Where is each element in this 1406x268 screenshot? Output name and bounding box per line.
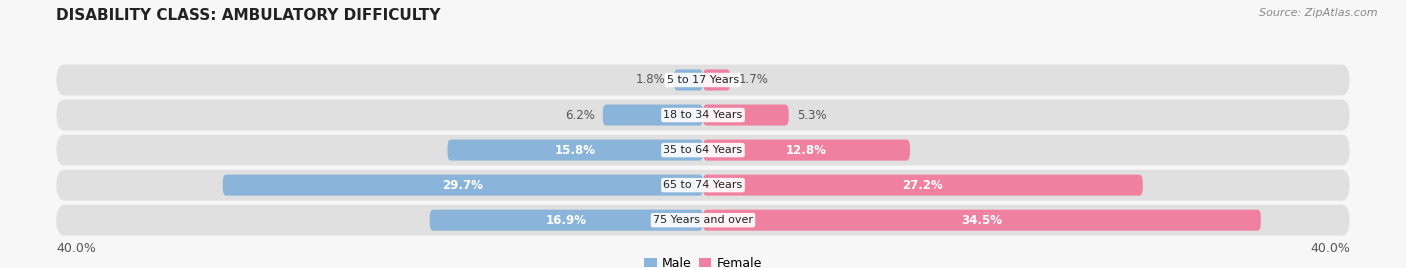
FancyBboxPatch shape <box>703 69 731 91</box>
Text: 40.0%: 40.0% <box>56 241 96 255</box>
Text: 35 to 64 Years: 35 to 64 Years <box>664 145 742 155</box>
FancyBboxPatch shape <box>56 100 1350 131</box>
Text: DISABILITY CLASS: AMBULATORY DIFFICULTY: DISABILITY CLASS: AMBULATORY DIFFICULTY <box>56 8 440 23</box>
FancyBboxPatch shape <box>703 210 1261 231</box>
Text: 18 to 34 Years: 18 to 34 Years <box>664 110 742 120</box>
Text: 1.8%: 1.8% <box>636 73 666 87</box>
FancyBboxPatch shape <box>56 135 1350 166</box>
FancyBboxPatch shape <box>703 175 1143 196</box>
FancyBboxPatch shape <box>430 210 703 231</box>
FancyBboxPatch shape <box>56 65 1350 95</box>
Text: 27.2%: 27.2% <box>903 179 943 192</box>
Text: 1.7%: 1.7% <box>738 73 769 87</box>
FancyBboxPatch shape <box>447 140 703 161</box>
FancyBboxPatch shape <box>673 69 703 91</box>
Text: 65 to 74 Years: 65 to 74 Years <box>664 180 742 190</box>
Legend: Male, Female: Male, Female <box>640 252 766 268</box>
Text: 75 Years and over: 75 Years and over <box>652 215 754 225</box>
FancyBboxPatch shape <box>703 140 910 161</box>
Text: 15.8%: 15.8% <box>555 144 596 157</box>
Text: 5 to 17 Years: 5 to 17 Years <box>666 75 740 85</box>
Text: Source: ZipAtlas.com: Source: ZipAtlas.com <box>1260 8 1378 18</box>
FancyBboxPatch shape <box>703 105 789 125</box>
FancyBboxPatch shape <box>56 205 1350 236</box>
Text: 29.7%: 29.7% <box>443 179 484 192</box>
Text: 12.8%: 12.8% <box>786 144 827 157</box>
Text: 34.5%: 34.5% <box>962 214 1002 227</box>
Text: 40.0%: 40.0% <box>1310 241 1350 255</box>
Text: 16.9%: 16.9% <box>546 214 586 227</box>
FancyBboxPatch shape <box>56 170 1350 200</box>
Text: 6.2%: 6.2% <box>565 109 595 121</box>
Text: 5.3%: 5.3% <box>797 109 827 121</box>
FancyBboxPatch shape <box>222 175 703 196</box>
FancyBboxPatch shape <box>603 105 703 125</box>
